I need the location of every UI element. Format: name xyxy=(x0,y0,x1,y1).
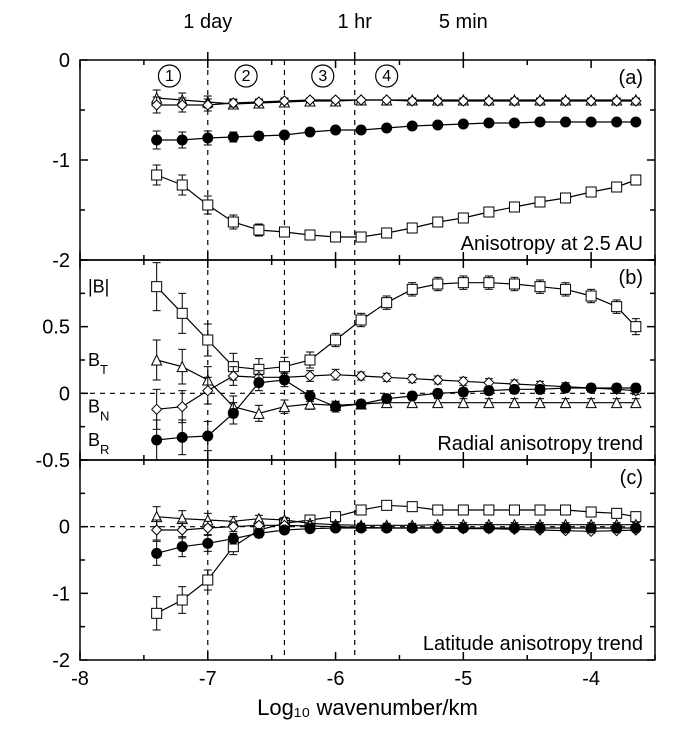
svg-text:1 hr: 1 hr xyxy=(337,11,372,33)
svg-text:-4: -4 xyxy=(582,668,600,690)
svg-text:1: 1 xyxy=(165,68,174,85)
figure-root: 1 day 1 hr 5 min 1 2 3 4 -2 -1 0 Anisotropy at 2.5… xyxy=(0,0,685,730)
svg-text:Log₁₀ wavenumber/km: Log₁₀ wavenumber/km xyxy=(257,695,478,720)
svg-text:Radial anisotropy trend: Radial anisotropy trend xyxy=(437,433,643,455)
svg-text:-2: -2 xyxy=(52,250,70,272)
svg-text:-6: -6 xyxy=(327,668,345,690)
svg-text:-1: -1 xyxy=(52,583,70,605)
svg-text:BR: BR xyxy=(88,430,109,457)
svg-text:BT: BT xyxy=(88,350,108,377)
svg-text:1 day: 1 day xyxy=(183,11,232,33)
svg-text:(c): (c) xyxy=(620,467,643,489)
svg-text:(b): (b) xyxy=(619,267,643,289)
svg-text:-5: -5 xyxy=(454,668,472,690)
svg-text:0: 0 xyxy=(59,383,70,405)
svg-text:-7: -7 xyxy=(199,668,217,690)
svg-text:|B|: |B| xyxy=(88,277,109,297)
svg-text:Latitude anisotropy trend: Latitude anisotropy trend xyxy=(423,633,643,655)
svg-text:-0.5: -0.5 xyxy=(36,450,70,472)
svg-text:Anisotropy at 2.5 AU: Anisotropy at 2.5 AU xyxy=(461,233,643,255)
svg-text:-1: -1 xyxy=(52,150,70,172)
svg-text:-2: -2 xyxy=(52,650,70,672)
chart-svg: 1 day 1 hr 5 min 1 2 3 4 -2 -1 0 Anisotropy at 2.5… xyxy=(0,0,685,730)
svg-text:5 min: 5 min xyxy=(439,11,488,33)
svg-text:(a): (a) xyxy=(619,67,643,89)
svg-text:3: 3 xyxy=(318,68,327,85)
svg-text:0: 0 xyxy=(59,517,70,539)
svg-text:-8: -8 xyxy=(71,668,89,690)
svg-text:4: 4 xyxy=(382,68,391,85)
svg-text:0.5: 0.5 xyxy=(42,317,70,339)
svg-text:BN: BN xyxy=(88,397,109,424)
svg-text:2: 2 xyxy=(242,68,251,85)
svg-text:0: 0 xyxy=(59,50,70,72)
